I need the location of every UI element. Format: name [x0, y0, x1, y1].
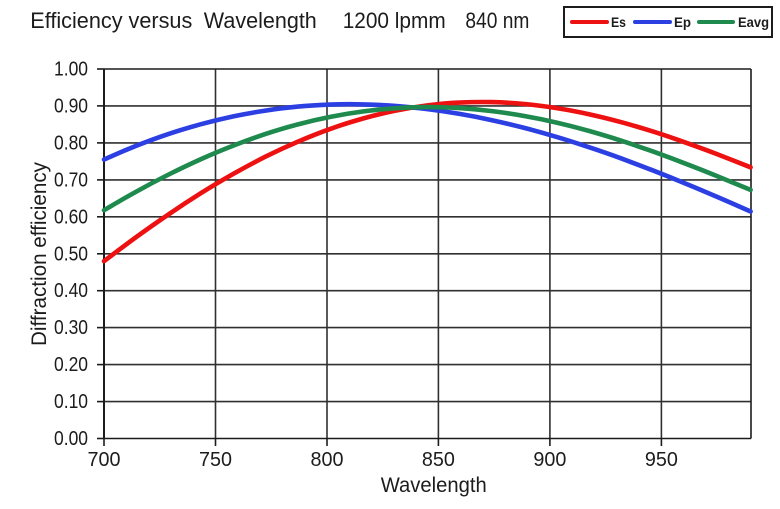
svg-text:0.90: 0.90	[54, 94, 88, 117]
svg-text:0.20: 0.20	[54, 353, 88, 376]
svg-text:800: 800	[311, 448, 344, 471]
svg-text:0.00: 0.00	[54, 427, 88, 450]
svg-text:1200 lpmm: 1200 lpmm	[343, 8, 446, 33]
svg-text:Wavelength: Wavelength	[204, 8, 317, 33]
svg-text:Es: Es	[611, 14, 626, 30]
svg-text:840 nm: 840 nm	[465, 8, 529, 33]
svg-text:950: 950	[645, 448, 678, 471]
svg-text:0.50: 0.50	[54, 242, 88, 265]
svg-text:0.80: 0.80	[54, 131, 88, 154]
svg-text:0.70: 0.70	[54, 168, 88, 191]
svg-text:850: 850	[422, 448, 455, 471]
svg-text:Diffraction efficiency: Diffraction efficiency	[28, 162, 51, 346]
svg-text:900: 900	[533, 448, 566, 471]
svg-text:0.30: 0.30	[54, 316, 88, 339]
svg-text:750: 750	[199, 448, 232, 471]
svg-text:700: 700	[88, 448, 121, 471]
svg-text:Efficiency versus: Efficiency versus	[30, 8, 192, 33]
svg-text:Wavelength: Wavelength	[381, 474, 487, 497]
svg-text:1.00: 1.00	[54, 58, 88, 81]
svg-text:Eavg: Eavg	[738, 14, 769, 30]
svg-text:0.10: 0.10	[54, 390, 88, 413]
svg-text:Ep: Ep	[674, 14, 691, 30]
svg-text:0.40: 0.40	[54, 279, 88, 302]
svg-text:0.60: 0.60	[54, 205, 88, 228]
